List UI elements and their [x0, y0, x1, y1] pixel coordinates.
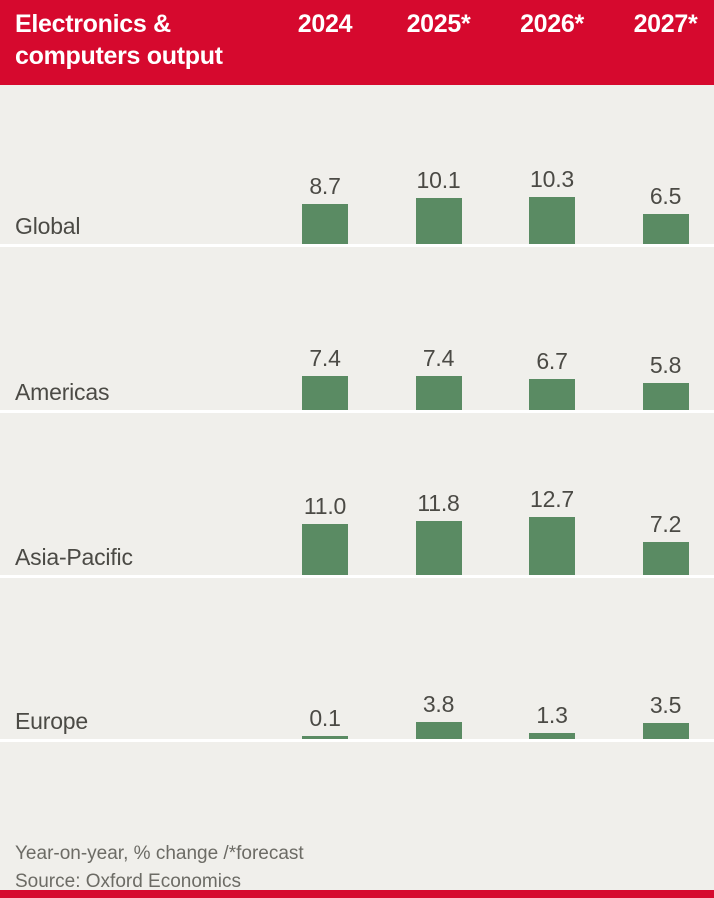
row-baseline [0, 739, 714, 742]
bar [642, 723, 689, 739]
chart-header: Electronics & computers output 2024 2025*… [0, 0, 714, 85]
bar [529, 197, 575, 244]
year-header: 2027* [633, 10, 698, 38]
chart-footer: Year-on-year, % change /*forecast Source… [15, 840, 304, 896]
bar-value-label: 11.8 [417, 490, 460, 516]
bar-value-label: 3.5 [649, 692, 682, 718]
row-baseline [0, 244, 714, 247]
row-label: Americas [15, 379, 110, 405]
bar [415, 521, 462, 575]
row-baseline [0, 410, 714, 413]
bar-value-label: 7.4 [309, 345, 341, 371]
row-baseline [0, 575, 714, 578]
chart-title-line-2: computers output [15, 42, 223, 70]
year-header: 2026* [520, 10, 584, 38]
chart-title: Electronics & computers output [15, 8, 223, 72]
bar-value-label: 0.1 [309, 705, 341, 731]
chart-note: Year-on-year, % change /*forecast [15, 843, 304, 864]
chart-source: Source: Oxford Economics [15, 871, 241, 892]
bar [302, 736, 348, 739]
bar-value-label: 7.4 [422, 345, 455, 371]
bar [642, 383, 689, 410]
chart-title-line-1: Electronics & [15, 10, 171, 38]
bar [529, 733, 575, 739]
row-label: Global [15, 213, 81, 239]
bar [415, 722, 462, 739]
bar [302, 524, 348, 575]
bar-value-label: 1.3 [536, 702, 568, 728]
bottom-red-rule [0, 890, 714, 898]
bar-value-label: 10.3 [530, 166, 574, 192]
row-label: Europe [15, 708, 88, 734]
bar [529, 379, 575, 410]
bar-value-label: 8.7 [309, 173, 341, 199]
bar [302, 204, 348, 244]
bar [529, 517, 575, 575]
row-label: Asia-Pacific [15, 544, 133, 570]
year-header: 2025* [406, 10, 471, 38]
bar-value-label: 5.8 [649, 352, 682, 378]
bar-value-label: 3.8 [422, 691, 455, 717]
bar-value-label: 6.7 [536, 348, 568, 374]
bar-value-label: 10.1 [416, 167, 461, 193]
bar [302, 376, 348, 410]
bar [642, 542, 689, 575]
bar-value-label: 7.2 [649, 511, 682, 537]
bar [642, 214, 689, 244]
bar [415, 198, 462, 244]
bar-value-label: 12.7 [530, 486, 574, 512]
bar-value-label: 6.5 [649, 183, 682, 209]
bar-value-label: 11.0 [303, 493, 347, 519]
year-header: 2024 [297, 10, 353, 38]
bar [415, 376, 462, 410]
